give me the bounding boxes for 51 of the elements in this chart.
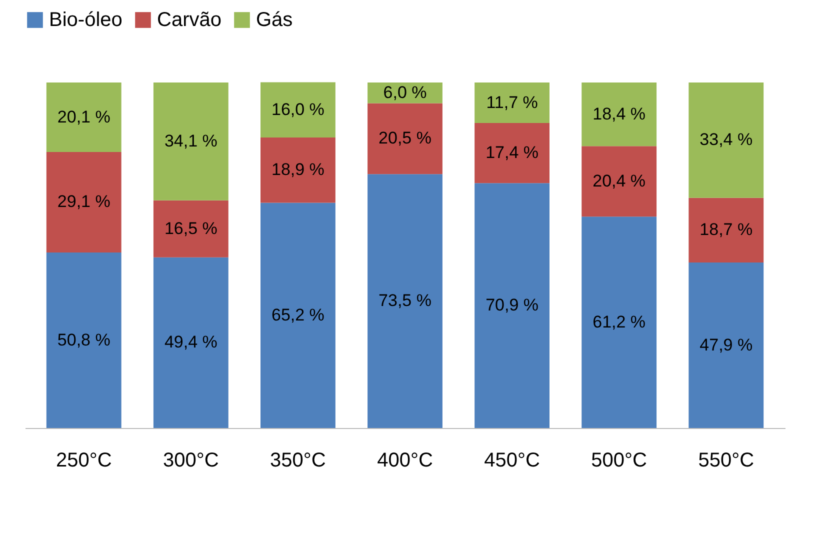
data-label: 11,7 %: [486, 92, 538, 112]
bar: [688, 198, 764, 263]
data-label: 16,0 %: [271, 100, 324, 119]
bar: [153, 200, 228, 258]
bar: [46, 252, 122, 428]
x-tick-label: 500°C: [591, 450, 647, 472]
data-label: 33,4 %: [700, 130, 753, 150]
data-label: 20,1 %: [57, 107, 110, 126]
bar: [474, 183, 550, 428]
bar: [153, 257, 228, 428]
bar: [153, 82, 228, 200]
legend-label: Gás: [256, 9, 293, 31]
data-label: 20,4 %: [592, 171, 646, 190]
data-label: 61,2 %: [592, 312, 646, 332]
x-tick-label: 350°C: [270, 450, 326, 472]
bar: [368, 103, 442, 174]
data-label: 73,5 %: [378, 291, 432, 310]
x-tick-label: 250°C: [56, 450, 112, 472]
bar: [260, 137, 336, 203]
data-label: 47,9 %: [700, 335, 753, 354]
bar: [474, 82, 550, 123]
data-label: 18,7 %: [700, 220, 753, 240]
bar: [260, 202, 336, 428]
bar: [688, 262, 764, 428]
x-tick-label: 400°C: [377, 450, 433, 472]
x-tick-label: 300°C: [163, 450, 219, 472]
data-label: 16,5 %: [164, 218, 218, 238]
bar: [582, 82, 657, 146]
data-label: 34,1 %: [164, 131, 218, 150]
data-label: 17,4 %: [486, 143, 539, 162]
bar: [582, 216, 657, 428]
bar: [688, 82, 764, 198]
bar: [368, 174, 442, 428]
legend-label: Carvão: [157, 9, 222, 31]
bar: [260, 82, 336, 138]
bar: [46, 82, 122, 152]
data-label: 18,4 %: [592, 104, 646, 124]
data-label: 65,2 %: [271, 305, 324, 324]
data-label: 18,9 %: [271, 160, 324, 180]
data-label: 6,0 %: [383, 82, 427, 102]
x-tick-label: 550°C: [698, 450, 754, 472]
data-label: 49,4 %: [164, 332, 218, 352]
data-label: 20,5 %: [378, 128, 432, 148]
data-label: 70,9 %: [486, 296, 539, 315]
data-label: 29,1 %: [57, 192, 110, 212]
bar: [46, 152, 122, 253]
bar: [582, 146, 657, 217]
x-tick-label: 450°C: [484, 450, 540, 472]
data-label: 50,8 %: [57, 330, 110, 350]
legend-label: Bio-óleo: [49, 9, 122, 31]
bar: [474, 122, 550, 184]
